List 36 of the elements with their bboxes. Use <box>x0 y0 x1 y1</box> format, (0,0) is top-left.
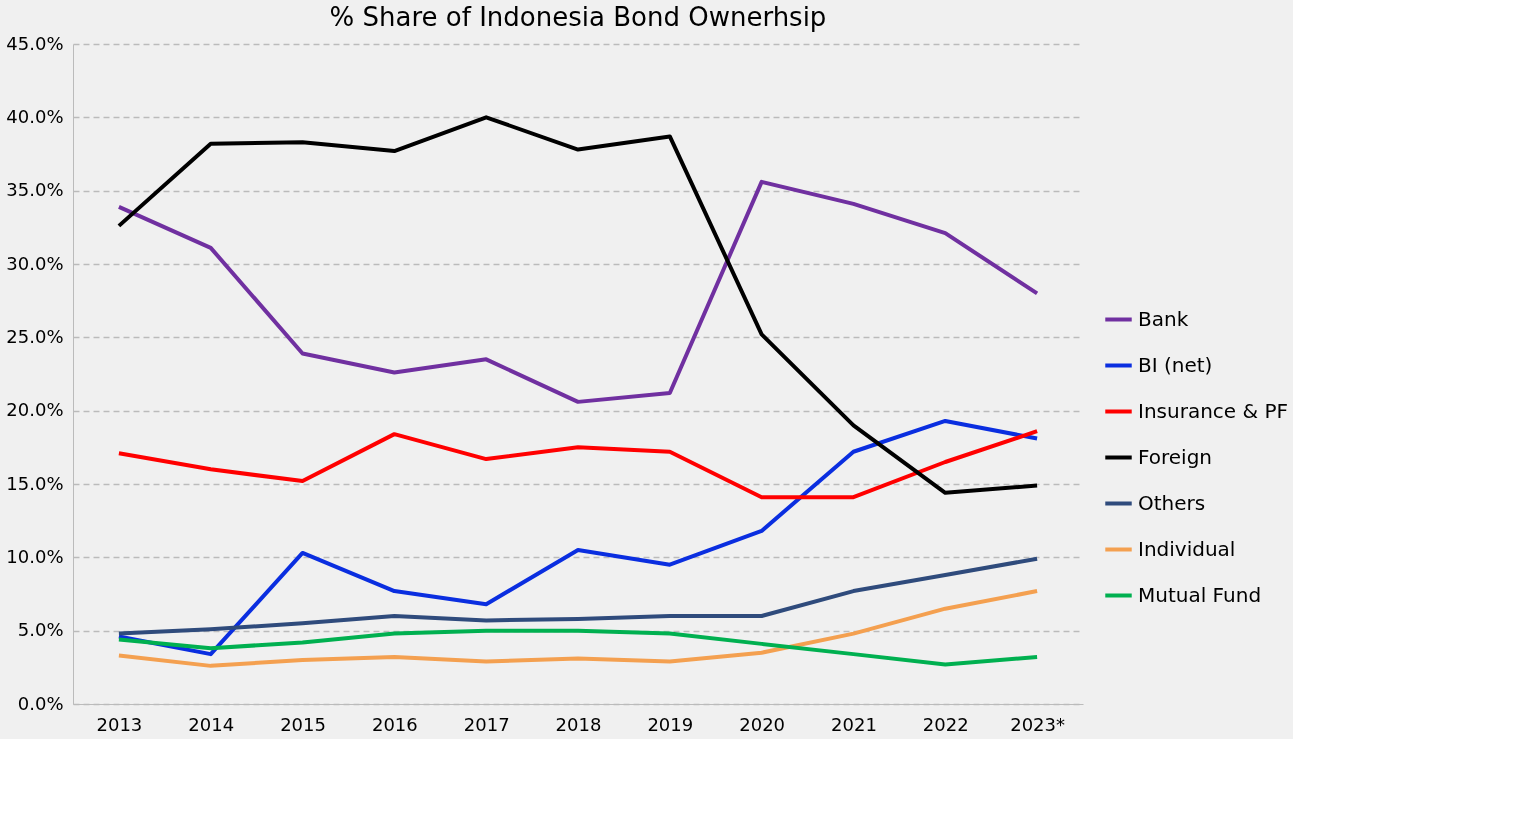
legend-label: Insurance & PF <box>1138 398 1288 423</box>
y-tick-label: 15.0% <box>6 472 64 494</box>
legend-label: Bank <box>1138 306 1189 331</box>
x-tick-label: 2018 <box>555 713 602 735</box>
line-series <box>116 556 1040 636</box>
legend-label: Others <box>1138 490 1206 515</box>
line-series <box>116 589 1040 668</box>
y-tick-label: 10.0% <box>6 545 64 567</box>
x-tick-label: 2019 <box>647 713 694 735</box>
y-tick-label: 35.0% <box>6 179 64 201</box>
legend-label: Foreign <box>1138 444 1213 469</box>
legend-label: BI (net) <box>1138 352 1213 377</box>
line-series <box>116 628 1040 667</box>
line-series <box>116 429 1040 500</box>
y-tick-label: 45.0% <box>6 32 64 54</box>
y-tick-label: 25.0% <box>6 325 64 347</box>
x-tick-label: 2021 <box>831 713 877 735</box>
x-tick-label: 2013 <box>96 713 143 735</box>
y-tick-label: 20.0% <box>6 399 64 421</box>
x-tick-label: 2020 <box>739 713 786 735</box>
legend-label: Individual <box>1138 536 1236 561</box>
legend-label: Mutual Fund <box>1138 582 1262 607</box>
x-tick-label: 2017 <box>463 713 510 735</box>
x-tick-label: 2016 <box>371 713 418 735</box>
line-series <box>116 179 1040 404</box>
x-tick-label: 2023* <box>1010 713 1065 735</box>
x-tick-label: 2014 <box>188 713 235 735</box>
x-tick-label: 2022 <box>922 713 969 735</box>
line-series <box>116 418 1040 657</box>
y-tick-label: 0.0% <box>17 692 64 714</box>
x-tick-label: 2015 <box>280 713 326 735</box>
line-series <box>116 115 1040 495</box>
y-tick-label: 40.0% <box>6 105 64 127</box>
chart-title: % Share of Indonesia Bond Ownerhsip <box>329 2 827 32</box>
y-tick-label: 30.0% <box>6 252 64 274</box>
y-tick-label: 5.0% <box>17 619 64 641</box>
